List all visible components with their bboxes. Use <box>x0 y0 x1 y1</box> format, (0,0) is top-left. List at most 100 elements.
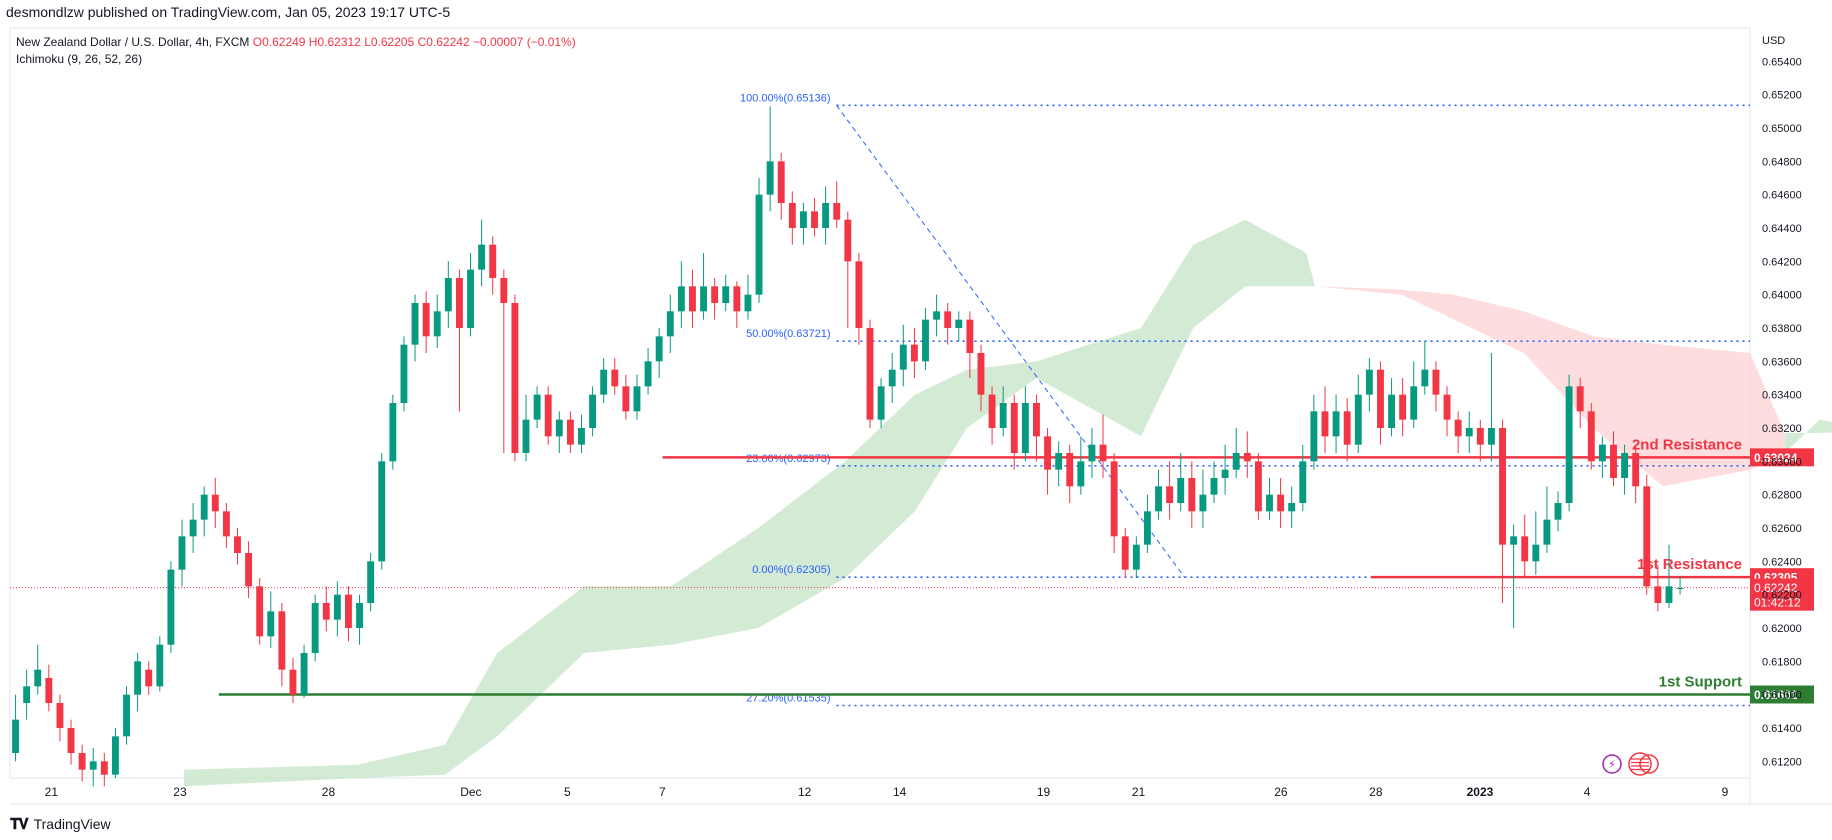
candle-body <box>933 311 941 320</box>
candle-body <box>1443 394 1451 420</box>
candle-body <box>689 286 696 312</box>
fib-level-label: 23.60%(0.62973) <box>746 453 830 465</box>
candle-body <box>622 386 630 412</box>
candle-body <box>1299 461 1307 503</box>
ichimoku-cloud-segment <box>1315 286 1785 487</box>
r1-label: 1st Resistance <box>1637 556 1742 573</box>
candle-body <box>1321 411 1329 437</box>
candle-body <box>1665 586 1673 603</box>
candle-body <box>45 678 53 703</box>
candle-body <box>1598 444 1606 462</box>
candle-body <box>811 211 818 228</box>
y-tick-label: 0.64000 <box>1762 290 1802 302</box>
candle-body <box>910 344 918 362</box>
candle-body <box>411 303 419 345</box>
candle-body <box>1587 411 1595 462</box>
candle-body <box>67 728 75 753</box>
candle-body <box>356 603 363 628</box>
candle-body <box>1099 444 1107 462</box>
candle-body <box>700 286 707 312</box>
candle-body <box>1166 486 1174 503</box>
candle-body <box>1365 369 1373 395</box>
y-tick-label: 0.62600 <box>1762 523 1802 535</box>
candle-body <box>1243 453 1251 462</box>
candle-body <box>1343 411 1351 445</box>
candle-body <box>1277 494 1285 512</box>
candle-body <box>1021 403 1029 453</box>
candle-body <box>78 753 86 770</box>
candle-body <box>1421 369 1429 387</box>
y-tick-label: 0.63200 <box>1762 423 1802 435</box>
candle-body <box>1199 494 1207 512</box>
candle-body <box>1143 511 1151 545</box>
y-tick-label: 0.61600 <box>1762 690 1802 702</box>
chart-header: desmondlzw published on TradingView.com,… <box>6 4 450 20</box>
candle-body <box>822 203 830 228</box>
x-tick-label: 21 <box>45 785 59 799</box>
candle-body <box>1288 503 1296 512</box>
candle-body <box>1354 394 1362 445</box>
x-tick-label: 14 <box>893 785 907 799</box>
candle-body <box>500 278 508 303</box>
candle-body <box>777 161 785 203</box>
y-tick-label: 0.64200 <box>1762 256 1802 268</box>
candle-body <box>267 611 275 637</box>
candle-body <box>478 244 486 270</box>
candle-body <box>1532 544 1540 562</box>
x-tick-label: 7 <box>659 785 666 799</box>
ichimoku-cloud-segment <box>184 219 1315 787</box>
candle-body <box>56 703 64 728</box>
fib-trend-line <box>836 105 1185 578</box>
candle-body <box>234 536 241 553</box>
candle-body <box>544 394 552 437</box>
candle-body <box>400 344 408 403</box>
candle-body <box>522 419 530 453</box>
candle-body <box>511 303 519 453</box>
x-tick-label: 28 <box>322 785 336 799</box>
candle-body <box>999 403 1007 428</box>
candle-body <box>922 319 929 362</box>
candle-body <box>666 311 674 337</box>
y-tick-label: 0.63600 <box>1762 356 1802 368</box>
candle-body <box>1632 453 1640 487</box>
candle-body <box>722 286 730 303</box>
y-tick-label: 0.61800 <box>1762 656 1802 668</box>
candle-body <box>211 494 219 512</box>
countdown-label: 01:42:12 <box>1754 596 1801 610</box>
currency-label: USD <box>1762 35 1785 47</box>
candle-body <box>289 669 297 695</box>
y-tick-label: 0.62400 <box>1762 556 1802 568</box>
candle-body <box>1643 486 1651 587</box>
candle-body <box>1654 586 1662 603</box>
candle-body <box>278 611 286 670</box>
candle-body <box>1066 453 1074 487</box>
level-price-tag <box>1750 685 1814 704</box>
candle-body <box>1310 411 1318 462</box>
candle-body <box>1543 519 1551 545</box>
candle-body <box>566 419 574 445</box>
candle-body <box>467 269 474 328</box>
candle-body <box>1410 386 1418 420</box>
candle-body <box>1610 444 1617 478</box>
candle-body <box>1377 369 1384 428</box>
candle-body <box>1132 544 1140 570</box>
symbol-line: New Zealand Dollar / U.S. Dollar, 4h, FX… <box>16 35 576 49</box>
candle-body <box>1210 478 1218 495</box>
candle-body <box>333 594 341 620</box>
candle-body <box>755 194 763 295</box>
candle-body <box>966 319 974 353</box>
y-tick-label: 0.63000 <box>1762 456 1802 468</box>
candle-body <box>733 286 741 312</box>
y-tick-label: 0.63400 <box>1762 390 1802 402</box>
candle-body <box>12 719 19 753</box>
candle-body <box>1565 386 1573 503</box>
fib-level-label: 100.00%(0.65136) <box>740 92 831 104</box>
candle-body <box>300 653 308 695</box>
candle-body <box>200 494 208 520</box>
lightning-glyph: ⚡ <box>1608 759 1616 771</box>
published-line: desmondlzw published on TradingView.com,… <box>6 4 451 20</box>
candle-body <box>367 561 375 603</box>
candle-body <box>1388 394 1395 428</box>
s1-label: 1st Support <box>1659 674 1742 691</box>
